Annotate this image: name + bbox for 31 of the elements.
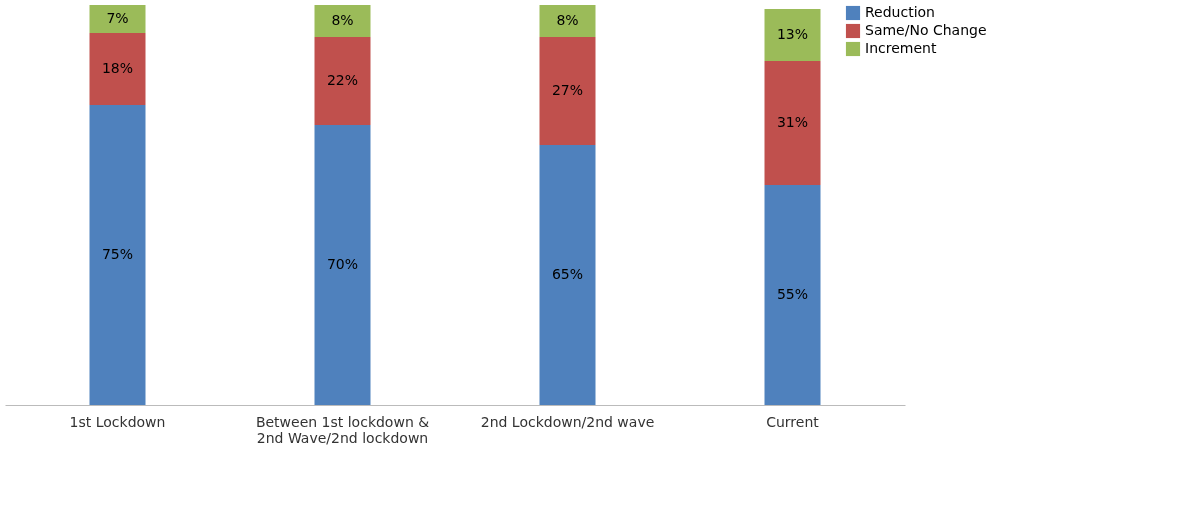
data-label: 13% <box>776 26 809 42</box>
data-label: 18% <box>101 60 134 76</box>
bar <box>314 125 371 405</box>
legend-label: Same/No Change <box>865 22 987 38</box>
bar <box>89 33 146 105</box>
bar <box>539 5 596 37</box>
x-tick-label: Between 1st lockdown & 2nd Wave/2nd lockdown <box>255 413 430 446</box>
bar <box>314 37 371 125</box>
bar <box>539 37 596 145</box>
data-label: 75% <box>101 246 134 262</box>
bar <box>89 5 146 33</box>
x-tick-label: Current <box>766 413 820 430</box>
x-tick-label: 2nd Lockdown/2nd wave <box>480 413 655 430</box>
data-label: 22% <box>326 72 359 88</box>
x-tick-label: 1st Lockdown <box>69 413 166 430</box>
data-label: 70% <box>326 256 359 272</box>
bar <box>764 185 821 405</box>
data-label: 8% <box>331 12 354 28</box>
data-label: 27% <box>551 82 584 98</box>
bar <box>764 9 821 61</box>
legend-label: Increment <box>865 40 937 56</box>
bar <box>314 5 371 37</box>
data-label: 8% <box>556 12 579 28</box>
bar <box>764 61 821 185</box>
data-label: 55% <box>776 286 809 302</box>
data-label: 31% <box>776 114 809 130</box>
legend-label: Reduction <box>865 4 935 20</box>
bar <box>89 105 146 405</box>
bar <box>539 145 596 405</box>
data-label: 65% <box>551 266 584 282</box>
data-label: 7% <box>106 10 129 26</box>
